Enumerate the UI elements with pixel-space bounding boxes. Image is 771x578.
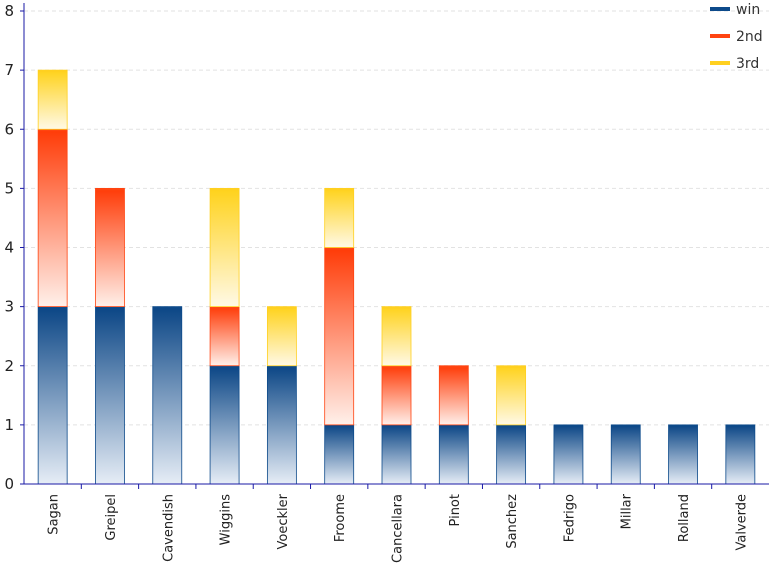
- bar-win-cavendish: [152, 306, 183, 485]
- y-tick-label: 5: [4, 179, 14, 197]
- bar-win-sagan: [37, 306, 68, 485]
- bar-2nd-greipel: [95, 187, 125, 308]
- bar-2nd-wiggins: [209, 306, 240, 367]
- y-tick-label: 1: [4, 416, 14, 434]
- bar-win-froome: [324, 424, 355, 485]
- y-tick-label: 6: [4, 120, 14, 138]
- legend-swatch-3rd: [710, 61, 730, 65]
- bar-win-sanchez: [496, 424, 527, 485]
- legend-label-3rd: 3rd: [736, 56, 759, 72]
- bar-2nd-froome: [324, 247, 355, 426]
- x-tick-label: Millar: [620, 493, 635, 529]
- y-tick-label: 7: [4, 61, 14, 79]
- bar-2nd-pinot: [438, 365, 469, 426]
- axes: 0 1 2 3 4 5 6 7 8 Sagan Greipel Cavendish Wiggins Voe…: [4, 2, 769, 563]
- x-tick-label: Valverde: [734, 494, 749, 551]
- x-tick-label: Sagan: [47, 494, 62, 535]
- bar-win-rolland: [668, 424, 698, 485]
- x-tick-label: Froome: [333, 494, 348, 542]
- bar-win-wiggins: [209, 365, 240, 485]
- y-tick-label: 3: [4, 298, 14, 316]
- bar-win-voeckler: [266, 365, 297, 485]
- legend-swatch-2nd: [710, 34, 730, 38]
- y-tick-label: 8: [4, 2, 14, 20]
- y-tick-label: 0: [4, 475, 14, 493]
- bar-win-fedrigo: [553, 424, 584, 485]
- bars: [37, 69, 756, 485]
- x-tick-label: Sanchez: [505, 494, 520, 549]
- bar-3rd-wiggins: [209, 187, 240, 308]
- x-tick-label: Wiggins: [219, 494, 234, 546]
- y-tick-label: 2: [4, 357, 14, 375]
- bar-3rd-sagan: [37, 69, 68, 130]
- x-tick-label: Cavendish: [161, 494, 176, 562]
- bar-win-cancellara: [381, 424, 412, 485]
- x-tick-label: Pinot: [448, 494, 463, 526]
- x-tick-label: Fedrigo: [562, 494, 577, 542]
- x-tick-label: Voeckler: [276, 493, 291, 549]
- bar-2nd-cancellara: [381, 365, 412, 426]
- bar-3rd-cancellara: [381, 306, 412, 367]
- legend-swatch-win: [710, 7, 730, 11]
- bar-3rd-sanchez: [496, 365, 527, 426]
- bar-win-valverde: [725, 424, 756, 485]
- legend-label-2nd: 2nd: [736, 29, 763, 45]
- bar-win-pinot: [438, 424, 469, 485]
- bar-win-millar: [610, 424, 641, 485]
- x-tick-label: Greipel: [104, 494, 119, 541]
- legend: win 2nd 3rd: [710, 2, 763, 72]
- y-tick-label: 4: [4, 239, 14, 257]
- bar-3rd-froome: [324, 187, 355, 248]
- bar-win-greipel: [95, 306, 125, 485]
- legend-label-win: win: [736, 2, 760, 18]
- x-tick-label: Rolland: [677, 494, 692, 542]
- bar-2nd-sagan: [37, 128, 68, 308]
- x-tick-label: Cancellara: [391, 494, 406, 563]
- bar-3rd-voeckler: [266, 306, 297, 367]
